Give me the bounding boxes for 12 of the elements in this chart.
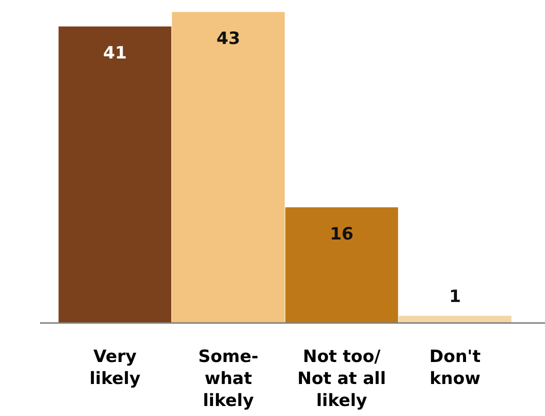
bar: [285, 207, 398, 323]
data-label: 1: [449, 286, 461, 307]
x-tick-label: Not too/ Not at all likely: [297, 347, 386, 411]
x-tick-label: Some- what likely: [198, 347, 258, 411]
x-tick-label: Very likely: [89, 347, 140, 389]
data-label: 43: [216, 29, 240, 49]
data-label: 16: [330, 224, 354, 244]
bar: [398, 316, 512, 323]
bar: [58, 26, 172, 323]
bar: [172, 12, 285, 323]
data-label: 41: [103, 43, 127, 64]
x-tick-label: Don't know: [429, 347, 481, 389]
